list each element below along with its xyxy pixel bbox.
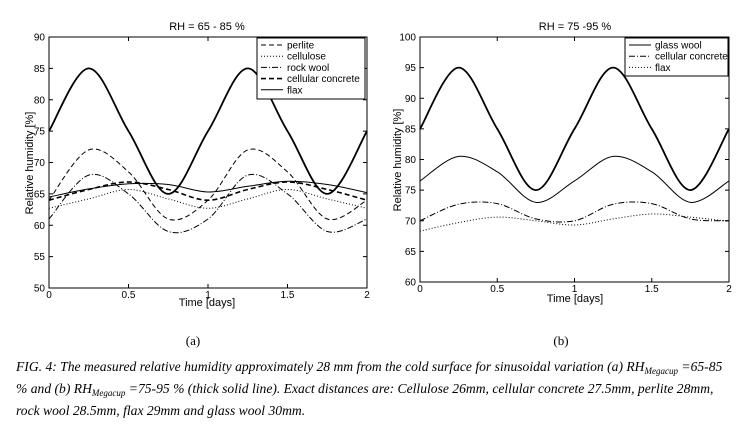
- y-tick-label: 100: [399, 33, 416, 44]
- x-tick-label: 0: [417, 284, 423, 295]
- series-line: [48, 173, 368, 234]
- y-tick-label: 95: [405, 63, 417, 74]
- caption-suffix: =75-95 % (thick solid line). Exact dista…: [16, 381, 714, 418]
- figure: RH = 65 - 85 % Relative humidity [%] Tim…: [24, 21, 732, 348]
- caption-sub-b: Megacup: [91, 388, 126, 398]
- y-tick-label: 75: [34, 127, 46, 138]
- y-tick-label: 60: [405, 278, 417, 289]
- series-line: [419, 66, 730, 192]
- legend-label: cellulose: [287, 52, 326, 63]
- x-tick-label: 0: [46, 290, 52, 301]
- x-tick-label: 0.5: [122, 290, 136, 301]
- legend-box: [624, 37, 729, 77]
- legend-label: rock wool: [287, 63, 329, 74]
- y-tick-label: 80: [405, 155, 417, 166]
- y-tick-label: 70: [405, 216, 417, 227]
- chart-panel-b: RH = 75 -95 % Relative humidity [%] Time…: [392, 21, 732, 348]
- chart-a-panel-label: (a): [186, 333, 200, 348]
- x-tick-label: 1.5: [281, 290, 295, 301]
- y-tick-label: 50: [34, 284, 46, 295]
- caption-sub-a: Megacup: [644, 366, 679, 376]
- y-tick-label: 80: [34, 95, 46, 106]
- legend-label: flax: [655, 63, 671, 74]
- series-line: [419, 155, 730, 203]
- y-tick-label: 65: [34, 189, 46, 200]
- chart-b-panel-label: (b): [553, 333, 568, 348]
- series-line: [48, 148, 368, 221]
- y-tick-label: 70: [34, 158, 46, 169]
- caption-mid: =65-85 % and (b) RH: [16, 359, 723, 396]
- legend-label: flax: [287, 85, 303, 96]
- y-tick-label: 90: [34, 33, 46, 44]
- legend-label: glass wool: [655, 41, 702, 52]
- chart-b-ylabel: Relative humidity [%]: [392, 109, 404, 212]
- chart-a-title: RH = 65 - 85 %: [169, 21, 245, 33]
- legend-box: [256, 37, 366, 100]
- figure-caption: FIG. 4: The measured relative humidity a…: [16, 358, 736, 419]
- chart-panel-a: RH = 65 - 85 % Relative humidity [%] Tim…: [24, 21, 370, 348]
- chart-a-ylabel: Relative humidity [%]: [24, 112, 36, 215]
- series-line: [419, 201, 730, 223]
- legend-label: cellular concrete: [287, 74, 360, 85]
- x-tick-label: 1: [205, 290, 211, 301]
- x-tick-label: 2: [726, 284, 732, 295]
- y-tick-label: 65: [405, 247, 417, 258]
- x-tick-label: 1: [572, 284, 578, 295]
- chart-b-title: RH = 75 -95 %: [539, 21, 612, 33]
- y-tick-label: 75: [405, 186, 417, 197]
- y-tick-label: 90: [405, 94, 417, 105]
- x-tick-label: 0.5: [490, 284, 504, 295]
- x-tick-label: 1.5: [645, 284, 659, 295]
- series-line: [419, 213, 730, 232]
- y-tick-label: 85: [34, 64, 46, 75]
- series-line: [48, 181, 368, 202]
- legend-label: perlite: [287, 41, 315, 52]
- legend-label: cellular concrete: [655, 52, 728, 63]
- y-tick-label: 60: [34, 221, 46, 232]
- y-tick-label: 85: [405, 124, 417, 135]
- y-tick-label: 55: [34, 252, 46, 263]
- chart-a-xlabel: Time [days]: [179, 297, 235, 309]
- chart-b-xlabel: Time [days]: [547, 293, 603, 305]
- series-line: [48, 180, 368, 198]
- caption-prefix: FIG. 4: The measured relative humidity a…: [16, 359, 645, 374]
- x-tick-label: 2: [364, 290, 370, 301]
- series-line: [48, 67, 368, 195]
